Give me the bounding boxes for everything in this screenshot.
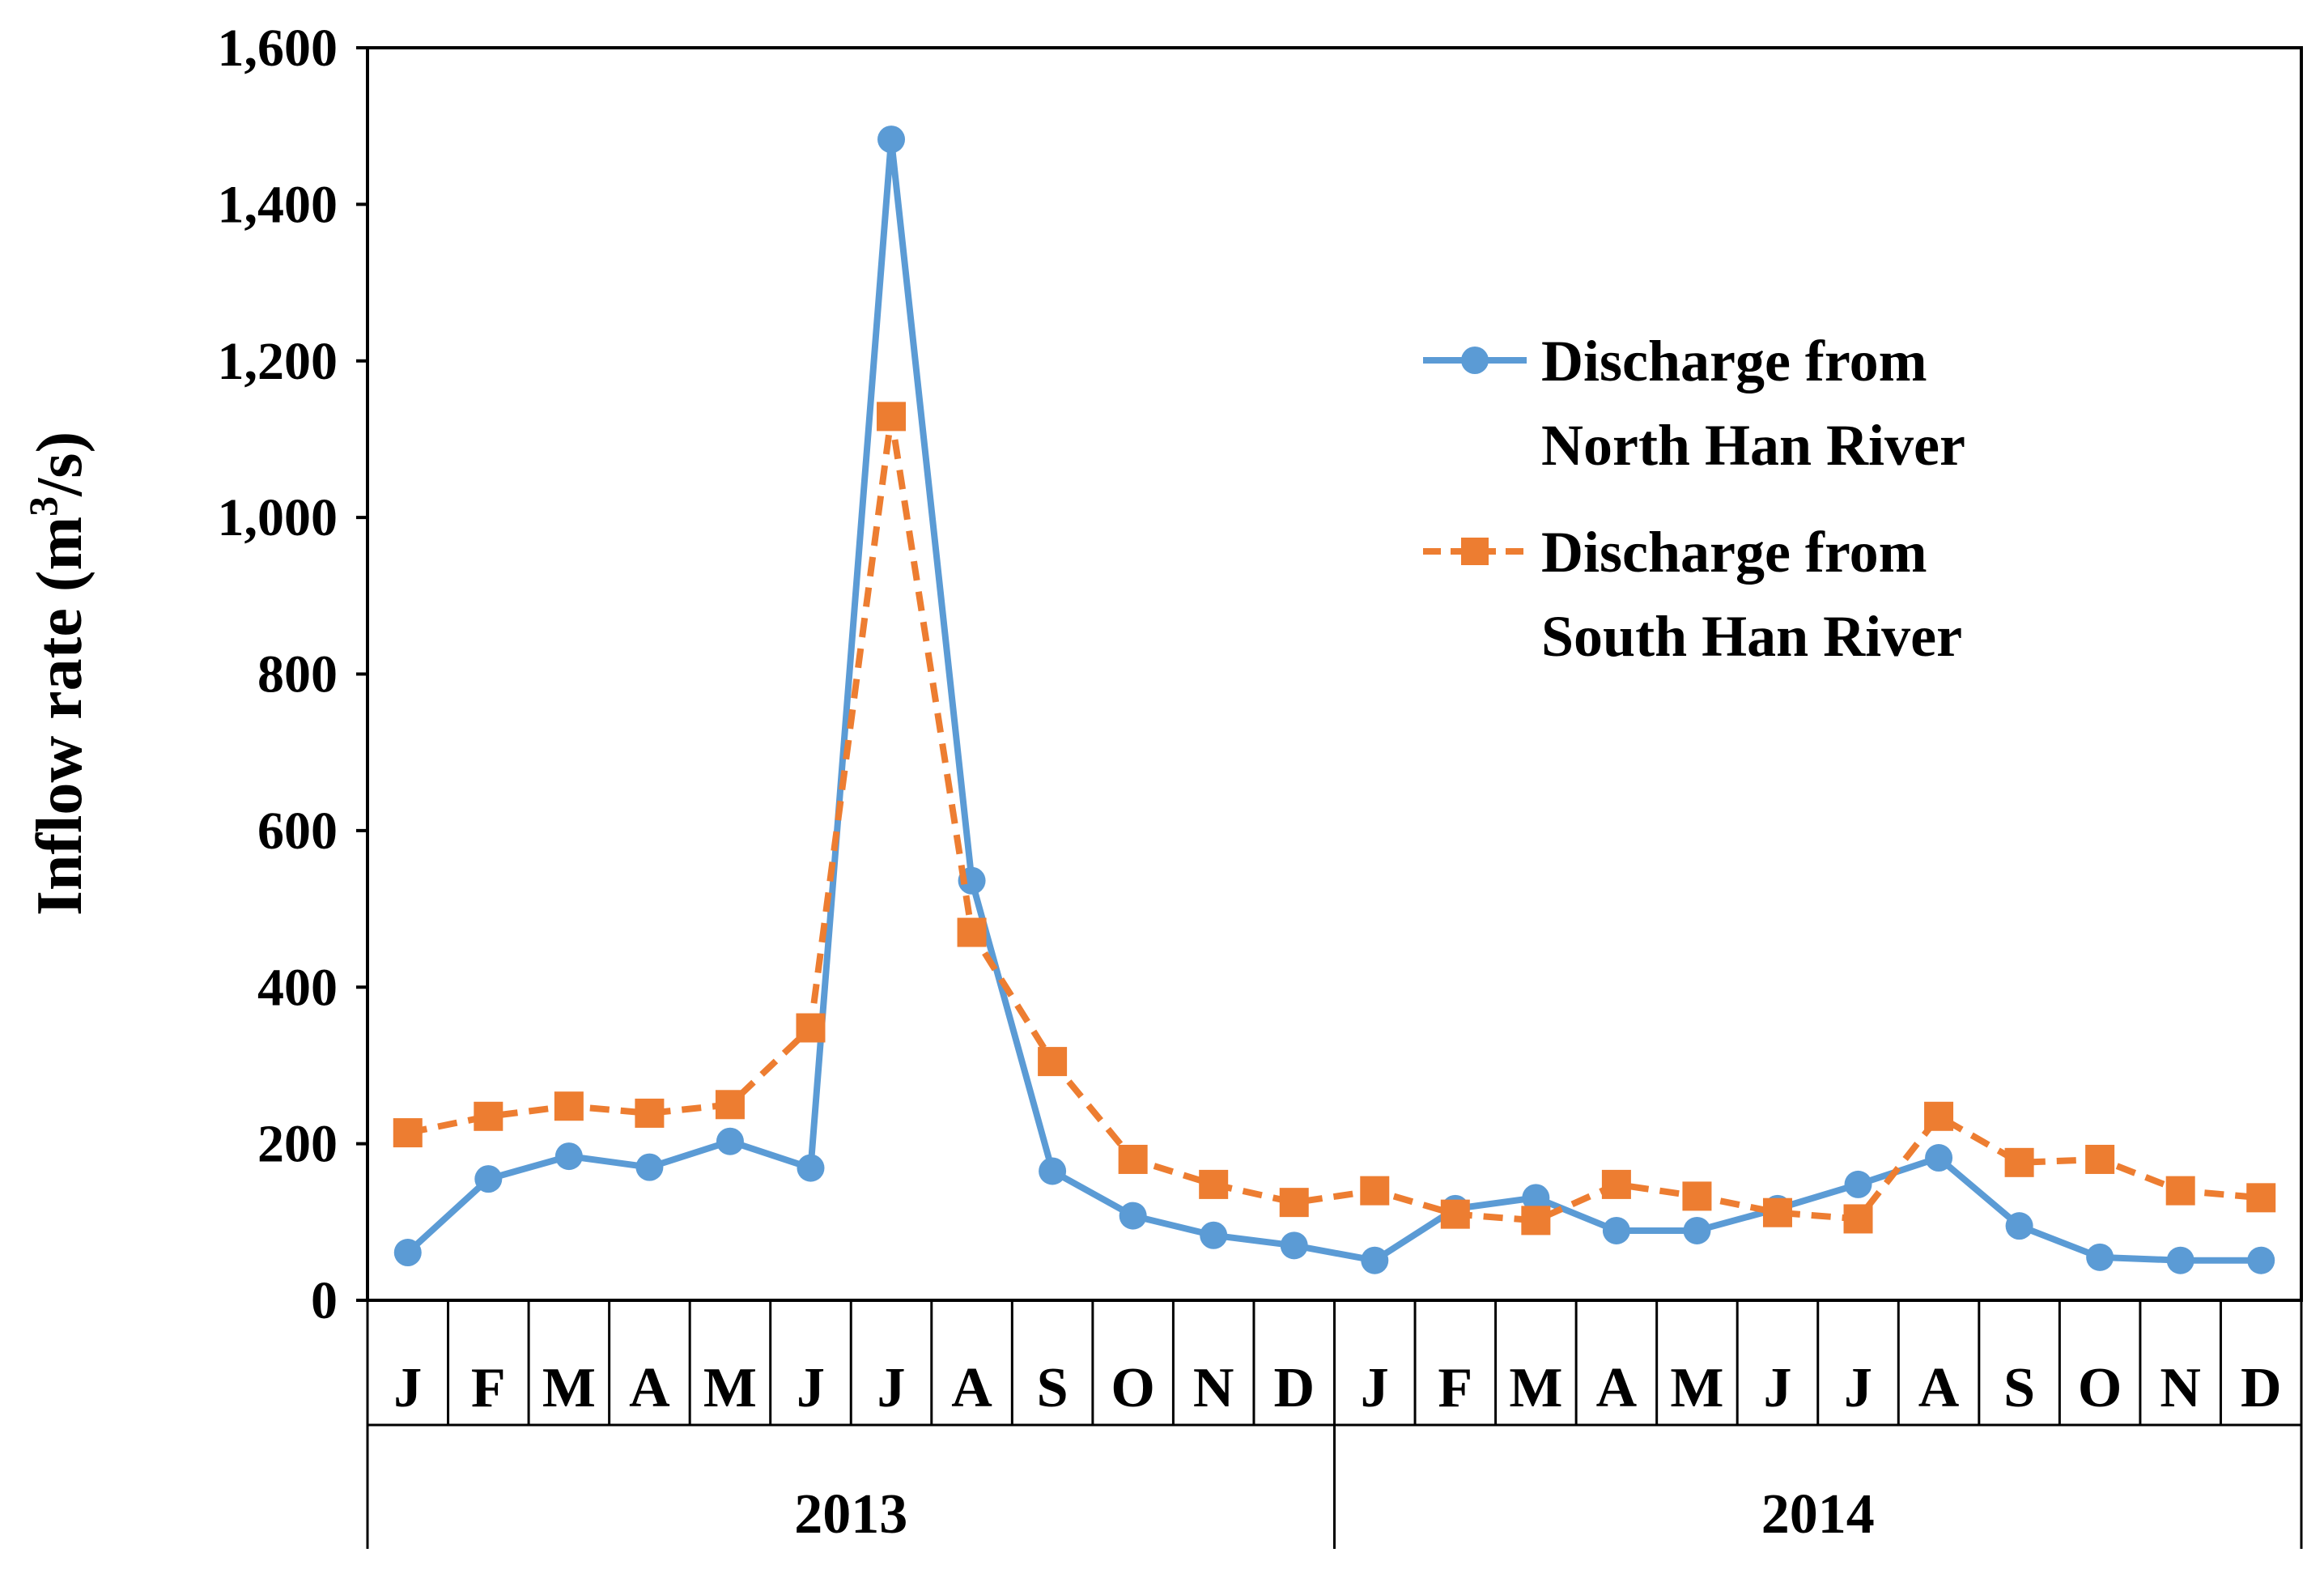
x-tick-label-month: S xyxy=(1037,1357,1069,1419)
data-point-north-han xyxy=(2166,1246,2194,1274)
data-point-south-han xyxy=(1682,1181,1712,1211)
y-tick-label: 400 xyxy=(257,958,338,1017)
y-tick-label: 600 xyxy=(257,802,338,861)
data-point-north-han xyxy=(1361,1246,1389,1274)
x-tick-label-month: M xyxy=(703,1357,757,1419)
data-point-south-han xyxy=(715,1090,745,1120)
x-tick-label-month: J xyxy=(393,1357,422,1419)
data-point-north-han xyxy=(635,1153,664,1181)
series-line xyxy=(406,413,2262,1224)
data-point-north-han xyxy=(474,1165,503,1193)
data-point-south-han xyxy=(1440,1199,1470,1229)
data-point-north-han xyxy=(1925,1144,1953,1172)
y-tick-label: 0 xyxy=(311,1271,338,1330)
data-point-north-han xyxy=(1522,1184,1550,1212)
data-point-north-han xyxy=(1602,1216,1630,1244)
y-tick-label: 800 xyxy=(257,645,338,704)
data-point-north-han xyxy=(1683,1216,1711,1244)
x-tick-label-month: A xyxy=(629,1357,670,1419)
y-axis-label-sup: 3 xyxy=(20,496,66,517)
y-tick-label: 1,600 xyxy=(218,19,338,78)
x-tick-label-month: F xyxy=(471,1357,506,1419)
x-tick-label-month: M xyxy=(542,1357,596,1419)
data-point-north-han xyxy=(1039,1157,1067,1185)
data-point-north-han xyxy=(1200,1221,1228,1249)
data-point-south-han xyxy=(2246,1183,2276,1213)
data-point-south-han xyxy=(635,1098,665,1128)
data-point-south-han xyxy=(1843,1204,1873,1234)
legend-north-label-2: North Han River xyxy=(1541,413,1965,478)
y-axis-label: Inflow rate (m3/s) xyxy=(20,432,96,916)
data-point-north-han xyxy=(1119,1202,1147,1230)
series-line xyxy=(406,136,2262,1264)
data-point-south-han xyxy=(1118,1144,1148,1174)
x-tick-label-month: O xyxy=(2078,1357,2122,1419)
data-point-south-han xyxy=(796,1013,826,1043)
x-tick-label-month: D xyxy=(1273,1357,1315,1419)
y-tick-label: 1,400 xyxy=(218,175,338,234)
data-point-south-han xyxy=(1924,1101,1954,1131)
data-point-south-han xyxy=(474,1101,503,1131)
legend-south-label-2: South Han River xyxy=(1541,604,1962,669)
series-south-han xyxy=(393,402,2276,1236)
x-tick-label-month: J xyxy=(1763,1357,1791,1419)
x-tick-label-month: J xyxy=(1844,1357,1872,1419)
data-point-north-han xyxy=(877,125,906,154)
data-point-south-han xyxy=(877,402,907,432)
x-tick-label-month: O xyxy=(1111,1357,1154,1419)
data-point-north-han xyxy=(554,1142,583,1171)
data-point-south-han xyxy=(1521,1206,1551,1236)
x-tick-label-month: M xyxy=(1670,1357,1723,1419)
x-tick-label-month: A xyxy=(1918,1357,1960,1419)
data-point-north-han xyxy=(1844,1170,1872,1198)
data-point-north-han xyxy=(1280,1231,1308,1260)
data-point-south-han xyxy=(1199,1169,1229,1199)
data-point-south-han xyxy=(393,1118,423,1148)
data-point-north-han xyxy=(797,1154,825,1182)
data-point-south-han xyxy=(554,1091,584,1121)
data-point-south-han xyxy=(957,917,987,947)
data-point-south-han xyxy=(2085,1144,2115,1174)
x-tick-label-year: 2014 xyxy=(1761,1483,1875,1546)
data-point-south-han xyxy=(1360,1176,1390,1206)
legend-north-marker xyxy=(1461,347,1489,374)
y-axis-label-main: Inflow rate (m xyxy=(24,517,96,916)
data-point-south-han xyxy=(1762,1197,1792,1227)
y-tick-label: 200 xyxy=(257,1115,338,1174)
data-point-north-han xyxy=(393,1239,422,1267)
data-point-south-han xyxy=(2004,1147,2034,1177)
x-tick-label-month: M xyxy=(1509,1357,1562,1419)
y-axis-label-end: /s) xyxy=(24,432,96,497)
data-point-north-han xyxy=(2247,1246,2275,1274)
data-point-north-han xyxy=(2005,1212,2033,1240)
x-tick-label-month: J xyxy=(1361,1357,1389,1419)
y-tick-label: 1,000 xyxy=(218,488,338,547)
x-tick-label-month: F xyxy=(1438,1357,1472,1419)
x-tick-label-month: D xyxy=(2241,1357,2282,1419)
data-point-north-han xyxy=(2086,1243,2114,1271)
x-tick-label-month: N xyxy=(2160,1357,2201,1419)
x-tick-label-year: 2013 xyxy=(794,1483,907,1546)
y-tick-label: 1,200 xyxy=(218,332,338,391)
data-point-north-han xyxy=(716,1127,744,1155)
legend-south-marker xyxy=(1461,538,1489,565)
x-tick-label-month: S xyxy=(2003,1357,2035,1419)
data-point-south-han xyxy=(1038,1047,1068,1077)
series-north-han xyxy=(393,125,2275,1274)
x-tick-label-month: J xyxy=(877,1357,906,1419)
legend-south-label-1: Discharge from xyxy=(1541,520,1927,585)
x-tick-label-month: A xyxy=(1596,1357,1638,1419)
x-tick-label-month: A xyxy=(951,1357,992,1419)
data-point-south-han xyxy=(1279,1188,1309,1218)
x-tick-label-month: J xyxy=(797,1357,825,1419)
legend: Discharge from North Han River Discharge… xyxy=(1423,329,1965,669)
legend-north-label-1: Discharge from xyxy=(1541,329,1927,393)
data-point-south-han xyxy=(2165,1176,2195,1206)
data-point-south-han xyxy=(1601,1169,1631,1199)
x-tick-label-month: N xyxy=(1193,1357,1234,1419)
